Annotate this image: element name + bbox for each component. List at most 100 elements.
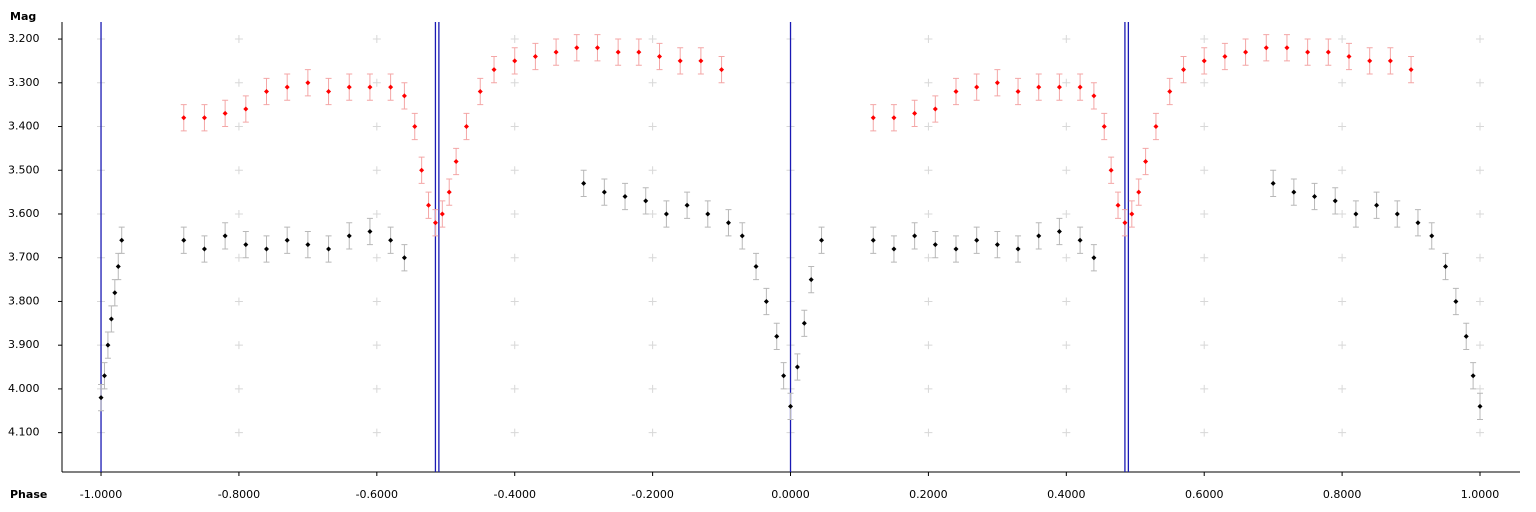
grid-cross bbox=[1476, 35, 1485, 44]
data-point bbox=[264, 89, 270, 95]
y-tick-label: 3.300 bbox=[8, 76, 40, 89]
grid-cross bbox=[1200, 166, 1209, 175]
data-point bbox=[594, 45, 600, 51]
data-point bbox=[1143, 159, 1149, 165]
grid-cross bbox=[510, 35, 519, 44]
data-point bbox=[1122, 220, 1128, 226]
grid-cross bbox=[1062, 428, 1071, 437]
grid-cross bbox=[234, 384, 243, 393]
data-point bbox=[1101, 124, 1107, 130]
data-point bbox=[181, 115, 187, 121]
data-point bbox=[115, 263, 121, 269]
data-point bbox=[1201, 58, 1207, 64]
grid-cross bbox=[510, 384, 519, 393]
data-point bbox=[1077, 84, 1083, 90]
data-point bbox=[98, 395, 104, 401]
grid-cross bbox=[234, 78, 243, 87]
data-point bbox=[994, 242, 1000, 248]
grid-cross bbox=[1200, 341, 1209, 350]
data-point bbox=[1408, 67, 1414, 73]
grid-cross bbox=[1062, 209, 1071, 218]
data-point bbox=[1091, 255, 1097, 261]
data-point bbox=[1091, 93, 1097, 99]
data-point bbox=[891, 115, 897, 121]
grid-cross bbox=[1338, 209, 1347, 218]
x-tick-label: -0.4000 bbox=[493, 488, 535, 501]
data-point bbox=[1115, 202, 1121, 208]
data-point bbox=[1477, 403, 1483, 409]
grid-cross bbox=[510, 297, 519, 306]
grid-cross bbox=[234, 166, 243, 175]
grid-cross bbox=[1476, 428, 1485, 437]
data-point bbox=[264, 246, 270, 252]
data-point bbox=[532, 54, 538, 60]
grid-cross bbox=[1062, 297, 1071, 306]
x-tick-label: 0.2000 bbox=[909, 488, 948, 501]
data-point bbox=[1284, 45, 1290, 51]
grid-cross bbox=[1338, 341, 1347, 350]
data-point bbox=[284, 237, 290, 243]
grid-cross bbox=[510, 122, 519, 131]
grid-cross bbox=[1476, 166, 1485, 175]
data-point bbox=[222, 110, 228, 116]
data-point bbox=[553, 49, 559, 55]
grid-cross bbox=[924, 209, 933, 218]
data-point bbox=[419, 167, 425, 173]
data-point bbox=[801, 320, 807, 326]
grid-cross bbox=[1476, 122, 1485, 131]
data-point bbox=[974, 237, 980, 243]
data-point bbox=[657, 54, 663, 60]
grid-cross bbox=[924, 122, 933, 131]
grid-cross bbox=[1476, 341, 1485, 350]
data-point bbox=[1312, 193, 1318, 199]
data-point bbox=[1291, 189, 1297, 195]
grid-cross bbox=[1062, 384, 1071, 393]
grid-cross bbox=[648, 35, 657, 44]
grid-cross bbox=[1476, 297, 1485, 306]
x-tick-label: 0.8000 bbox=[1323, 488, 1362, 501]
grid-cross bbox=[234, 35, 243, 44]
grid-cross bbox=[372, 166, 381, 175]
data-point bbox=[763, 298, 769, 304]
grid-cross bbox=[372, 428, 381, 437]
data-point bbox=[463, 124, 469, 130]
grid-cross bbox=[372, 35, 381, 44]
data-point bbox=[781, 373, 787, 379]
y-tick-label: 3.700 bbox=[8, 251, 40, 264]
data-point bbox=[243, 106, 249, 112]
data-point bbox=[974, 84, 980, 90]
grid-cross bbox=[1200, 253, 1209, 262]
data-point bbox=[1036, 233, 1042, 239]
data-point bbox=[367, 84, 373, 90]
data-point bbox=[953, 246, 959, 252]
data-point bbox=[677, 58, 683, 64]
grid-cross bbox=[924, 341, 933, 350]
data-point bbox=[705, 211, 711, 217]
grid-cross bbox=[1476, 253, 1485, 262]
data-point bbox=[388, 237, 394, 243]
data-point bbox=[1346, 54, 1352, 60]
data-point bbox=[401, 255, 407, 261]
grid-cross bbox=[234, 297, 243, 306]
grid-cross bbox=[510, 341, 519, 350]
grid-cross bbox=[372, 384, 381, 393]
data-point bbox=[1305, 49, 1311, 55]
grid-cross bbox=[372, 122, 381, 131]
data-point bbox=[1443, 263, 1449, 269]
data-point bbox=[774, 333, 780, 339]
grid-cross bbox=[648, 384, 657, 393]
x-tick-label: -0.6000 bbox=[356, 488, 398, 501]
grid-cross bbox=[924, 428, 933, 437]
x-tick-label: -0.8000 bbox=[218, 488, 260, 501]
data-point bbox=[891, 246, 897, 252]
data-point bbox=[367, 228, 373, 234]
grid-cross bbox=[924, 35, 933, 44]
x-axis-title: Phase bbox=[10, 488, 47, 501]
data-point bbox=[808, 277, 814, 283]
grid-cross bbox=[1200, 78, 1209, 87]
grid-cross bbox=[1200, 384, 1209, 393]
grid-cross bbox=[1200, 297, 1209, 306]
y-tick-label: 3.600 bbox=[8, 207, 40, 220]
data-point bbox=[643, 198, 649, 204]
